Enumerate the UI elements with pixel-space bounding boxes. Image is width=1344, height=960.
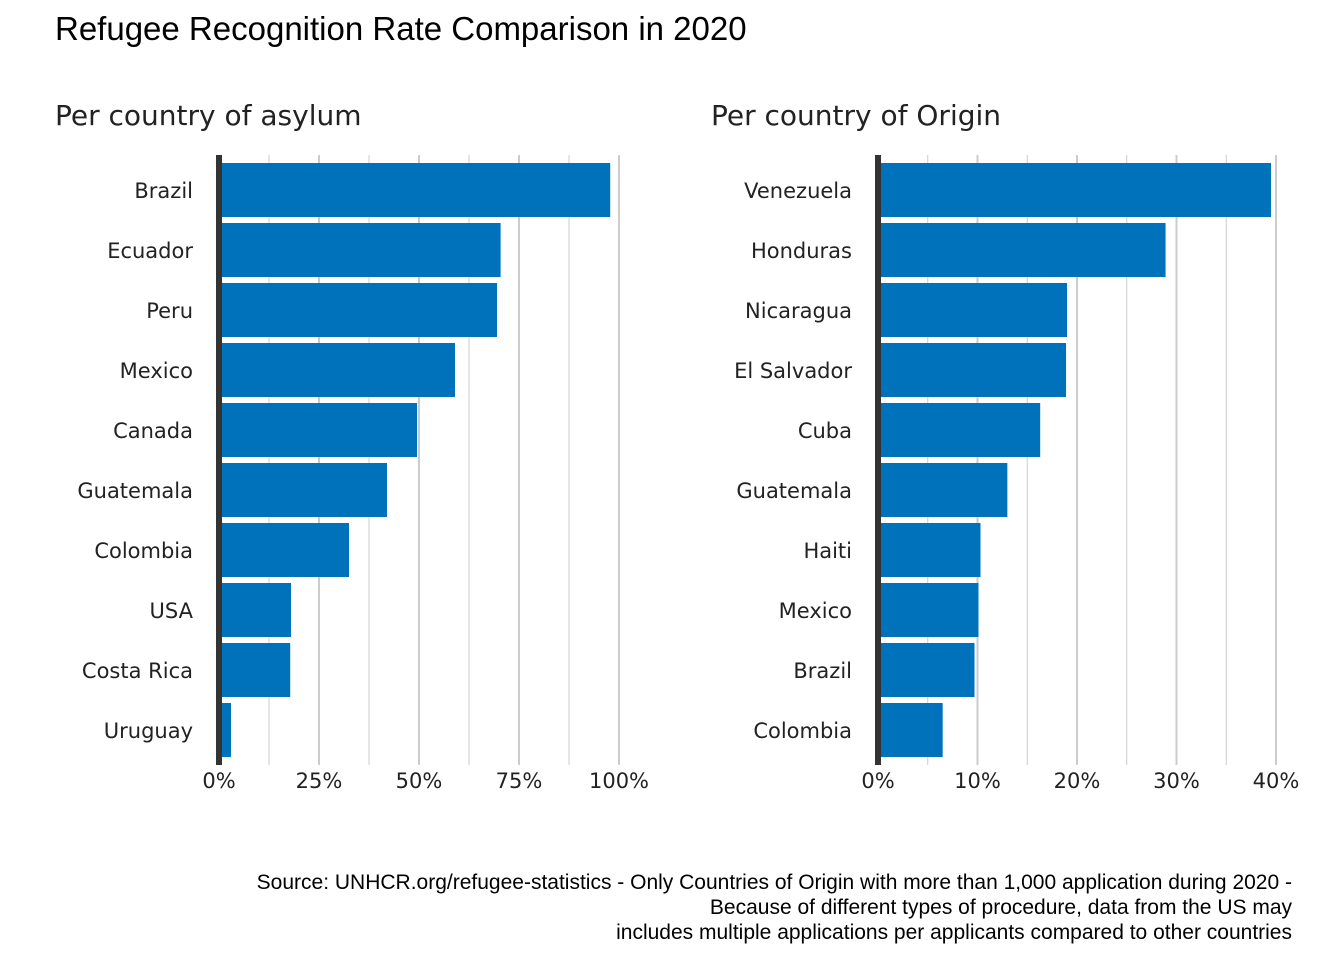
panel-1-category-label: Canada [113,419,193,443]
caption-line: includes multiple applications per appli… [616,921,1292,944]
panel-2-tick-label: 20% [1054,769,1101,793]
panel-2-bar-el-salvador [878,343,1067,397]
panel-2-bar-venezuela [878,163,1272,217]
panel-1-category-label: Peru [146,299,193,323]
panel-1-category-label: USA [150,599,194,623]
panel-2-category-label: Colombia [753,719,852,743]
panel-2-category-label: Honduras [751,239,852,263]
panel-1-title: Per country of asylum [55,99,362,132]
panel-2-bar-cuba [878,403,1041,457]
panel-1-bar-usa [219,583,291,637]
panel-2-category-label: Guatemala [736,479,852,503]
source-caption: Source: UNHCR.org/refugee-statistics - O… [257,870,1292,945]
panel-1-bar-ecuador [219,223,501,277]
caption-line: Source: UNHCR.org/refugee-statistics - O… [256,871,1292,894]
panel-1-bar-colombia [219,523,349,577]
panel-2-bar-haiti [878,523,981,577]
panel-2-bar-guatemala [878,463,1008,517]
panel-1-category-label: Ecuador [107,239,193,263]
panel-2-category-label: Haiti [803,539,852,563]
panel-1-category-label: Brazil [134,179,193,203]
panel-1-bar-mexico [219,343,455,397]
panel-1-bar-costa-rica [219,643,291,697]
panel-1-tick-label: 100% [589,769,649,793]
panel-1-tick-label: 75% [496,769,543,793]
panel-1-bar-canada [219,403,417,457]
chart-title: Refugee Recognition Rate Comparison in 2… [55,10,747,47]
panel-2-bar-brazil [878,643,975,697]
panel-2-category-label: Venezuela [744,179,852,203]
panel-2-category-label: El Salvador [734,359,852,383]
panel-1-category-label: Guatemala [77,479,193,503]
panel-1-category-label: Uruguay [104,719,193,743]
panel-1-category-label: Costa Rica [82,659,193,683]
panel-2-category-label: Brazil [793,659,852,683]
panel-1-category-label: Colombia [94,539,193,563]
panel-2-tick-label: 10% [954,769,1001,793]
panel-2-category-label: Cuba [798,419,852,443]
panel-1-tick-label: 50% [396,769,443,793]
panel-2-bar-nicaragua [878,283,1068,337]
panel-2-category-label: Mexico [779,599,852,623]
panel-2-bar-honduras [878,223,1166,277]
panel-2-tick-label: 40% [1253,769,1300,793]
panel-1-bar-guatemala [219,463,387,517]
panel-1-category-label: Mexico [120,359,193,383]
panel-1-tick-label: 25% [296,769,343,793]
panel-2-title: Per country of Origin [711,99,1001,132]
panel-2-bar-colombia [878,703,943,757]
panel-2-tick-label: 30% [1153,769,1200,793]
panel-1-bar-peru [219,283,497,337]
panel-2-bar-mexico [878,583,979,637]
panel-2-tick-label: 0% [861,769,894,793]
panel-1-bar-brazil [219,163,611,217]
caption-line: Because of different types of procedure,… [709,896,1292,919]
panel-1-tick-label: 0% [202,769,235,793]
panel-2-category-label: Nicaragua [745,299,852,323]
